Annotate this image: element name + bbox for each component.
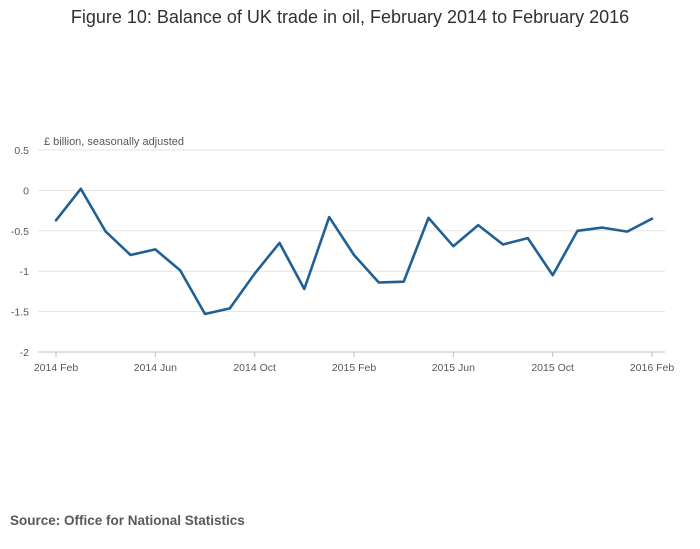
series-line: [54, 187, 654, 316]
x-tick-label: 2014 Feb: [34, 362, 79, 374]
x-tick-label: 2016 Feb: [630, 362, 675, 374]
y-tick-label: -1.5: [11, 307, 29, 319]
x-axis: 2014 Feb 2014 Jun 2014 Oct 2015 Feb 2015 Jun…: [34, 351, 675, 374]
y-tick-label: 0.5: [14, 145, 29, 157]
series-group: [54, 187, 654, 316]
x-tick-label: 2015 Feb: [332, 362, 377, 374]
y-tick-label: -1: [20, 266, 29, 278]
gridlines: [38, 149, 665, 313]
x-tick-label: 2015 Oct: [531, 362, 574, 374]
x-tick-label: 2014 Oct: [233, 362, 276, 374]
y-tick-label: -0.5: [11, 226, 29, 238]
y-tick-label: 0: [23, 185, 29, 197]
chart-title: Figure 10: Balance of UK trade in oil, F…: [70, 7, 630, 27]
x-tick-label: 2014 Jun: [134, 362, 177, 374]
source-note: Source: Office for National Statistics: [10, 513, 245, 528]
x-tick-label: 2015 Jun: [432, 362, 475, 374]
y-axis-unit-label: £ billion, seasonally adjusted: [44, 136, 185, 148]
y-axis: 0.5 0 -0.5 -1 -1.5 -2: [11, 145, 29, 359]
y-tick-label: -2: [20, 347, 29, 359]
